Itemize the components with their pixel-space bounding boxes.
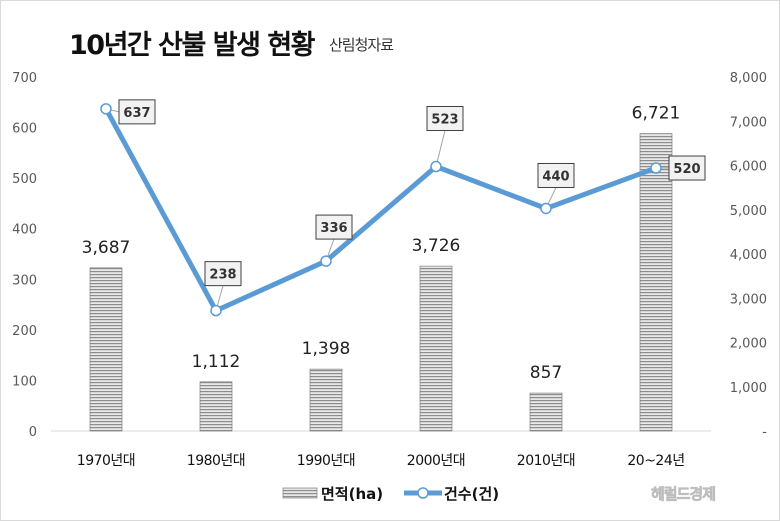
- bar-area: [199, 381, 233, 432]
- category-label: 2010년대: [517, 453, 575, 469]
- line-marker: [100, 103, 112, 115]
- bar-data-label: 3,687: [82, 238, 131, 258]
- line-label-box: [315, 214, 353, 240]
- left-axis-tick: 0: [29, 425, 37, 440]
- line-data-label: 440: [542, 169, 569, 184]
- line-data-label: 523: [431, 113, 458, 128]
- category-label: 1970년대: [77, 453, 135, 469]
- bar-area: [419, 265, 453, 432]
- line-data-label: 637: [123, 106, 150, 121]
- label-leader-line: [435, 130, 446, 167]
- left-axis-tick: 700: [12, 71, 37, 86]
- line-label-box: [668, 155, 706, 181]
- line-marker: [320, 255, 332, 267]
- line-data-label: 336: [320, 221, 347, 236]
- left-axis-tick: 500: [12, 172, 37, 187]
- line-label-box: [426, 106, 464, 132]
- right-axis-tick: 4,000: [730, 248, 767, 263]
- line-label-box: [537, 162, 575, 188]
- bar-area: [89, 267, 123, 432]
- category-label: 1990년대: [297, 453, 355, 469]
- legend-bar-swatch: [282, 487, 318, 499]
- bar-data-label: 3,726: [412, 236, 461, 256]
- left-axis-tick: 300: [12, 273, 37, 288]
- category-label: 20~24년: [627, 453, 684, 469]
- right-axis-tick: 7,000: [730, 115, 767, 130]
- line-marker: [210, 304, 222, 317]
- left-axis-tick: 600: [12, 122, 37, 137]
- bar-data-label: 1,398: [302, 339, 351, 359]
- bar-data-label: 857: [530, 363, 562, 383]
- line-count: [103, 107, 657, 314]
- legend-line-marker: [417, 487, 429, 499]
- bar-area: [639, 133, 673, 432]
- right-axis-tick: 6,000: [730, 160, 767, 175]
- right-axis-tick: 3,000: [730, 292, 767, 307]
- right-axis-tick: -: [762, 425, 767, 440]
- left-axis-tick: 100: [12, 374, 37, 389]
- left-axis-tick: 400: [12, 223, 37, 238]
- bar-area: [529, 392, 563, 432]
- right-axis-tick: 1,000: [730, 381, 767, 396]
- right-axis-tick: 2,000: [730, 337, 767, 352]
- source-note: 산림청자료: [329, 36, 394, 54]
- line-label-box: [204, 261, 242, 287]
- right-axis-tick: 8,000: [730, 71, 767, 86]
- line-marker: [540, 202, 552, 215]
- chart-title: 10년간 산불 발생 현황: [69, 30, 316, 61]
- watermark-logo: 헤럴드경제: [651, 485, 717, 504]
- line-marker: [430, 160, 442, 173]
- bar-data-label: 6,721: [632, 104, 681, 124]
- bar-data-label: 1,112: [192, 352, 241, 372]
- bar-area: [309, 368, 343, 432]
- line-data-label: 238: [209, 268, 236, 283]
- left-axis-tick: 200: [12, 324, 37, 339]
- line-label-box: [118, 99, 156, 125]
- category-label: 2000년대: [407, 453, 465, 469]
- category-label: 1980년대: [187, 453, 245, 469]
- line-data-label: 520: [673, 162, 700, 177]
- legend-label-area: 면적(ha): [321, 485, 383, 503]
- line-marker: [650, 162, 662, 174]
- legend-label-count: 건수(건): [444, 485, 499, 503]
- right-axis-tick: 5,000: [730, 204, 767, 219]
